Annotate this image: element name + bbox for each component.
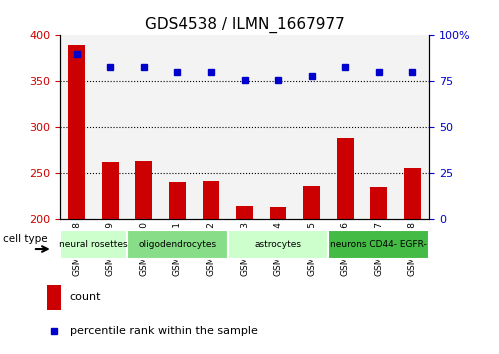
- Bar: [295, 35, 328, 219]
- Text: cell type: cell type: [3, 234, 47, 245]
- Bar: [161, 35, 194, 219]
- Bar: [396, 35, 429, 219]
- Title: GDS4538 / ILMN_1667977: GDS4538 / ILMN_1667977: [145, 16, 344, 33]
- Bar: [228, 35, 261, 219]
- Bar: [362, 35, 396, 219]
- Text: neurons CD44- EGFR-: neurons CD44- EGFR-: [330, 240, 427, 249]
- Bar: [127, 35, 161, 219]
- Bar: [337, 138, 354, 219]
- Bar: [135, 161, 152, 219]
- Bar: [169, 182, 186, 219]
- Bar: [261, 35, 295, 219]
- FancyBboxPatch shape: [60, 230, 127, 258]
- Bar: [102, 162, 119, 219]
- Bar: [370, 187, 387, 219]
- FancyBboxPatch shape: [127, 230, 228, 258]
- Text: astrocytes: astrocytes: [254, 240, 301, 249]
- FancyBboxPatch shape: [328, 230, 429, 258]
- Bar: [93, 35, 127, 219]
- Text: neural rosettes: neural rosettes: [59, 240, 128, 249]
- FancyBboxPatch shape: [228, 230, 328, 258]
- Text: percentile rank within the sample: percentile rank within the sample: [70, 326, 258, 336]
- Text: oligodendrocytes: oligodendrocytes: [138, 240, 217, 249]
- Bar: [404, 168, 421, 219]
- Text: count: count: [70, 292, 101, 302]
- Bar: [328, 35, 362, 219]
- Bar: [60, 35, 93, 219]
- Bar: [236, 206, 253, 219]
- Bar: [68, 45, 85, 219]
- Bar: [194, 35, 228, 219]
- Bar: [303, 186, 320, 219]
- Bar: [269, 207, 286, 219]
- Bar: [47, 285, 61, 310]
- Bar: [203, 181, 220, 219]
